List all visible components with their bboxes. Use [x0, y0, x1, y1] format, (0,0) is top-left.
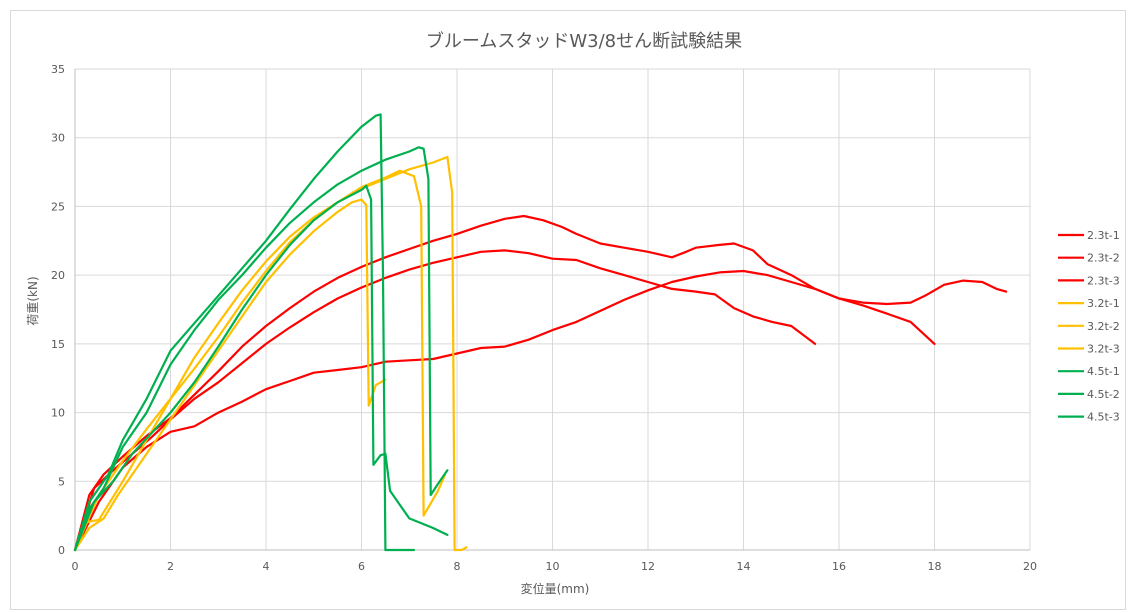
legend-label: 3.2t-3: [1087, 343, 1120, 356]
legend-label: 2.3t-3: [1087, 274, 1120, 287]
y-tick-label: 5: [58, 475, 65, 488]
legend-entry: 4.5t-3: [1058, 411, 1120, 424]
x-axis-label: 変位量(mm): [521, 581, 590, 596]
grid-layer: [75, 68, 1031, 550]
series-line-4.5t-3: [73, 113, 416, 552]
chart-svg: ブルームスタッドW3/8せん断試験結果 0 5 10 15 20 25 30 35 0 2 4 6 8 1…: [26, 30, 1120, 596]
legend-label: 2.3t-1: [1087, 229, 1120, 242]
series-line-4.5t-2: [73, 146, 449, 552]
legend-entry: 2.3t-3: [1058, 274, 1120, 287]
x-tick-label: 0: [72, 560, 79, 573]
legend-label: 4.5t-1: [1087, 365, 1120, 378]
y-tick-label: 25: [51, 200, 65, 213]
legend-label: 4.5t-3: [1087, 411, 1120, 424]
y-tick-label: 35: [51, 63, 65, 76]
axis-layer: 0 5 10 15 20 25 30 35 0 2 4 6 8 10 12 14 16 18 20: [51, 63, 1037, 573]
series-line-2.3t-3: [73, 269, 936, 552]
legend-label: 4.5t-2: [1087, 388, 1120, 401]
x-tick-label: 4: [263, 560, 270, 573]
series-line-4.5t-1: [73, 184, 449, 552]
chart-title: ブルームスタッドW3/8せん断試験結果: [426, 30, 742, 52]
legend-entry: 4.5t-2: [1058, 388, 1120, 401]
legend-label: 3.2t-1: [1087, 297, 1120, 310]
legend-label: 2.3t-2: [1087, 252, 1120, 265]
series-line-3.2t-1: [73, 198, 387, 552]
y-tick-label: 10: [51, 407, 65, 420]
legend-entry: 2.3t-1: [1058, 229, 1120, 242]
x-tick-label: 16: [832, 560, 846, 573]
series-line-3.2t-3: [73, 155, 468, 552]
chart-frame: ブルームスタッドW3/8せん断試験結果 0 5 10 15 20 25 30 35 0 2 4 6 8 1…: [10, 10, 1126, 610]
legend: 2.3t-1 2.3t-2 2.3t-3 3.2t-1 3.2t-2 3.2t-3 4.5t…: [1058, 229, 1120, 424]
y-tick-label: 0: [58, 544, 65, 557]
legend-entry: 4.5t-1: [1058, 365, 1120, 378]
legend-entry: 3.2t-1: [1058, 297, 1120, 310]
series-line-3.2t-2: [73, 169, 447, 552]
y-tick-label: 20: [51, 269, 65, 282]
x-tick-label: 6: [358, 560, 365, 573]
x-tick-label: 2: [167, 560, 174, 573]
x-tick-label: 12: [641, 560, 655, 573]
y-tick-label: 30: [51, 132, 65, 145]
y-axis-label: 荷重(kN): [26, 276, 40, 325]
x-tick-label: 8: [454, 560, 461, 573]
x-tick-label: 20: [1023, 560, 1037, 573]
series-layer: [73, 113, 1008, 552]
series-line-2.3t-1: [73, 214, 1008, 552]
legend-entry: 3.2t-2: [1058, 320, 1120, 333]
y-tick-label: 15: [51, 338, 65, 351]
legend-entry: 2.3t-2: [1058, 252, 1120, 265]
series-line-2.3t-2: [73, 249, 817, 552]
legend-entry: 3.2t-3: [1058, 343, 1120, 356]
legend-label: 3.2t-2: [1087, 320, 1120, 333]
x-tick-label: 18: [928, 560, 942, 573]
x-tick-label: 10: [546, 560, 560, 573]
x-tick-label: 14: [737, 560, 751, 573]
